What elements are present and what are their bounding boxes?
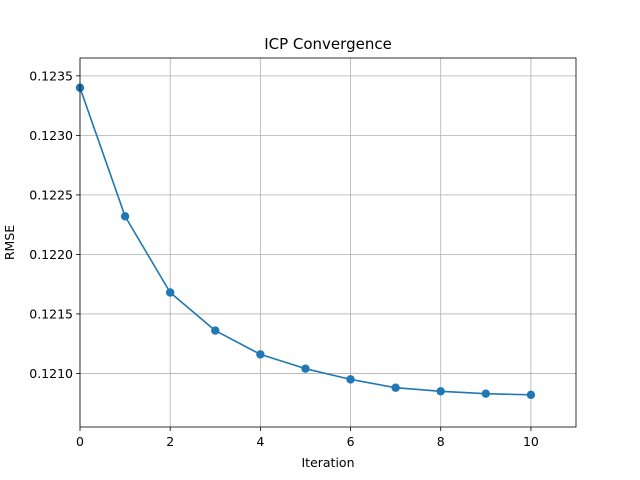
grid — [79, 58, 576, 427]
data-point — [301, 364, 310, 373]
data-point — [481, 389, 491, 398]
data-point — [256, 350, 265, 359]
series-group — [75, 83, 536, 400]
y-tick-label: 0.1235 — [29, 68, 73, 83]
x-tick-label: 10 — [523, 434, 539, 449]
plot-frame — [79, 57, 577, 428]
x-axis-ticks: 0 2 4 6 8 10 — [76, 427, 539, 449]
y-tick-label: 0.1230 — [29, 128, 73, 143]
data-point — [165, 288, 175, 297]
x-tick-label: 0 — [76, 434, 84, 449]
data-point — [120, 212, 130, 221]
y-tick-label: 0.1210 — [29, 366, 73, 381]
y-tick-label: 0.1225 — [29, 187, 73, 202]
data-point — [436, 387, 445, 396]
data-point — [346, 375, 355, 384]
x-tick-label: 4 — [256, 434, 264, 449]
series-line — [79, 87, 531, 396]
x-tick-label: 8 — [437, 434, 445, 449]
y-axis-title: RMSE — [2, 225, 17, 260]
x-axis-title: Iteration — [301, 455, 354, 470]
data-point — [391, 383, 400, 392]
y-tick-label: 0.1215 — [29, 306, 73, 321]
y-tick-label: 0.1220 — [29, 247, 73, 262]
data-point — [526, 390, 536, 400]
y-axis-ticks: 0.1210 0.1215 0.1220 0.1225 0.1230 0.1235 — [29, 68, 80, 381]
chart-title: ICP Convergence — [264, 35, 392, 53]
x-tick-label: 2 — [166, 434, 174, 449]
data-point — [211, 326, 220, 335]
x-tick-label: 6 — [347, 434, 355, 449]
